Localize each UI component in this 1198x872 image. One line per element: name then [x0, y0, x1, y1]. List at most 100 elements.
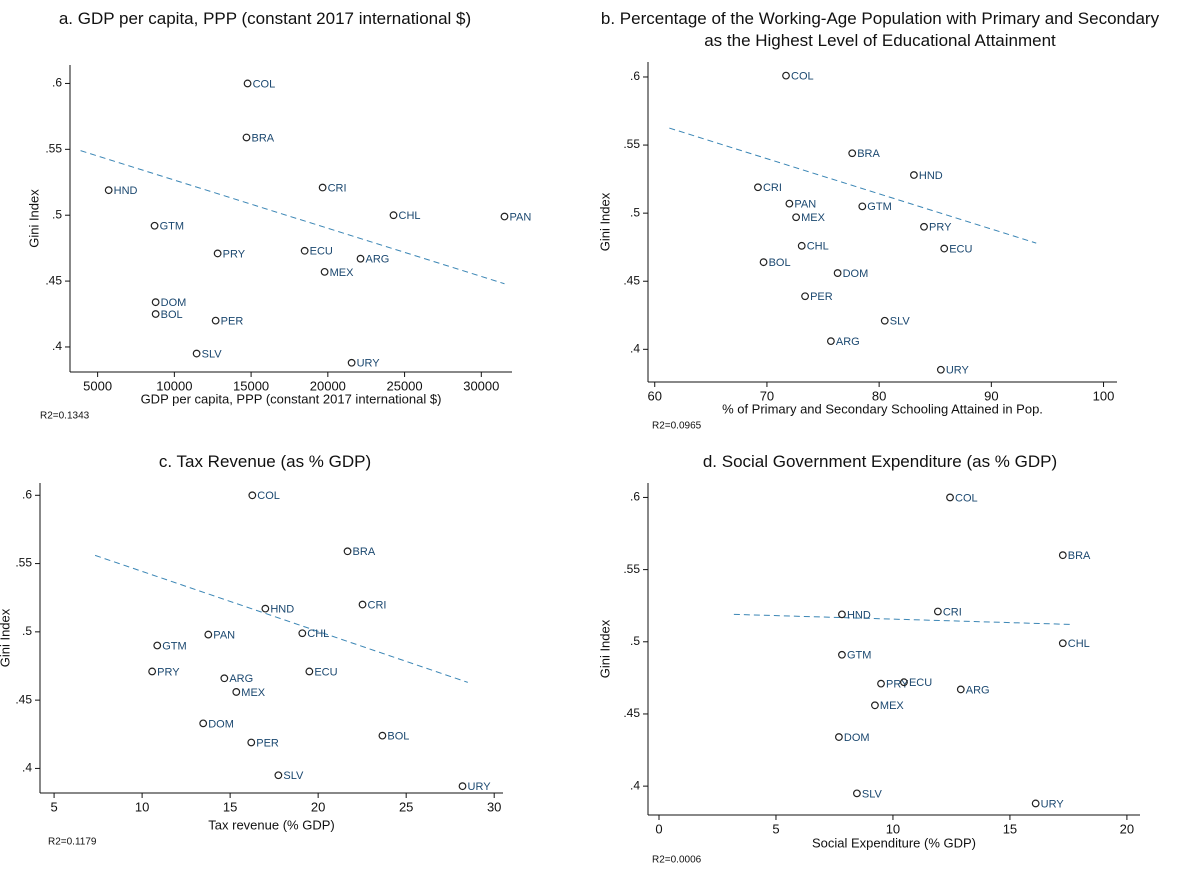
point-label: HND	[270, 604, 294, 616]
point-label: GTM	[160, 221, 184, 233]
y-tick-label: .5	[22, 624, 32, 638]
x-tick-label: 60	[647, 388, 661, 403]
x-axis-label: Social Expenditure (% GDP)	[812, 835, 976, 850]
point-label: PRY	[157, 666, 180, 678]
point-label: CHL	[807, 241, 829, 253]
point-label: SLV	[283, 770, 304, 782]
y-tick-label: .4	[630, 778, 640, 792]
point-label: MEX	[801, 212, 826, 224]
point-label: URY	[468, 781, 492, 793]
x-tick-label: 20	[311, 799, 325, 814]
x-tick-label: 10	[135, 799, 149, 814]
point-label: CRI	[368, 599, 387, 611]
point	[946, 493, 954, 502]
point	[320, 267, 329, 276]
point	[213, 249, 222, 258]
x-tick-label: 5000	[83, 378, 112, 393]
point	[797, 241, 806, 250]
y-axis-label: Gini Index	[0, 608, 12, 667]
point-label: PER	[256, 737, 279, 749]
point-label: MEX	[241, 687, 266, 699]
point	[153, 641, 162, 650]
x-tick-label: 20	[1120, 821, 1134, 836]
point-label: URY	[1041, 798, 1065, 810]
point	[900, 678, 908, 687]
point-label: GTM	[162, 640, 186, 652]
y-tick-label: .5	[52, 207, 62, 221]
point	[936, 365, 945, 374]
r2-note: R2=0.0965	[652, 421, 702, 432]
trend-line	[733, 613, 1072, 625]
x-tick-label: 100	[1093, 388, 1115, 403]
point	[151, 310, 160, 318]
y-tick-label: .55	[623, 137, 640, 151]
y-axis-label: Gini Index	[26, 189, 41, 248]
panel-title: c. Tax Revenue (as % GDP)	[158, 452, 372, 471]
point-label: DOM	[843, 268, 869, 280]
point-label: PRY	[929, 222, 952, 234]
x-tick-label: 25	[399, 799, 413, 814]
point	[242, 133, 251, 142]
x-axis-label: % of Primary and Secondary Schooling Att…	[722, 401, 1043, 416]
point	[305, 667, 314, 676]
x-tick-label: 5	[50, 799, 57, 814]
point	[782, 71, 790, 80]
trend-line	[94, 554, 468, 683]
point	[232, 688, 241, 696]
y-tick-label: .45	[623, 706, 640, 720]
point	[858, 202, 867, 211]
point	[835, 733, 843, 741]
x-axis-label: Tax revenue (% GDP)	[208, 817, 334, 832]
point	[754, 183, 762, 192]
point-label: HND	[919, 170, 943, 182]
x-tick-label: 0	[655, 821, 662, 836]
r2-note: R2=0.0006	[652, 855, 702, 866]
point	[151, 298, 160, 307]
x-tick-label: 10	[886, 821, 900, 836]
point	[1058, 639, 1067, 648]
x-tick-label: 15	[1003, 821, 1017, 836]
point	[192, 349, 201, 358]
point-label: URY	[946, 365, 970, 377]
x-tick-label: 80	[872, 388, 886, 403]
point-label: COL	[253, 78, 276, 90]
point	[150, 221, 159, 230]
point-label: COL	[257, 490, 280, 502]
y-tick-label: .4	[22, 761, 32, 775]
point-label: BOL	[161, 309, 183, 321]
point-label: CRI	[763, 182, 782, 194]
point	[880, 316, 889, 325]
point	[243, 79, 252, 88]
point-label: COL	[955, 492, 978, 504]
point	[199, 719, 208, 728]
point	[792, 213, 801, 222]
point	[801, 292, 809, 301]
point	[356, 254, 365, 263]
point	[853, 789, 861, 798]
point	[1031, 799, 1040, 808]
point-label: HND	[847, 609, 871, 621]
point	[358, 600, 367, 609]
point	[248, 491, 257, 500]
y-tick-label: .55	[15, 556, 32, 570]
point	[247, 738, 256, 747]
point	[300, 246, 309, 255]
point-label: BRA	[251, 132, 274, 144]
point	[458, 782, 467, 791]
point-label: PRY	[223, 248, 246, 260]
panel-title: d. Social Government Expenditure (as % G…	[702, 452, 1058, 471]
point-label: ARG	[966, 684, 990, 696]
point-label: SLV	[862, 788, 883, 800]
point	[500, 212, 509, 221]
point	[389, 211, 398, 220]
point-label: ARG	[836, 336, 860, 348]
y-tick-label: .5	[630, 205, 640, 219]
y-tick-label: .4	[630, 341, 640, 355]
y-tick-label: .6	[52, 76, 62, 90]
x-tick-label: 30	[487, 799, 501, 814]
y-tick-label: .55	[623, 562, 640, 576]
point-label: ECU	[310, 246, 333, 258]
point	[833, 269, 842, 277]
